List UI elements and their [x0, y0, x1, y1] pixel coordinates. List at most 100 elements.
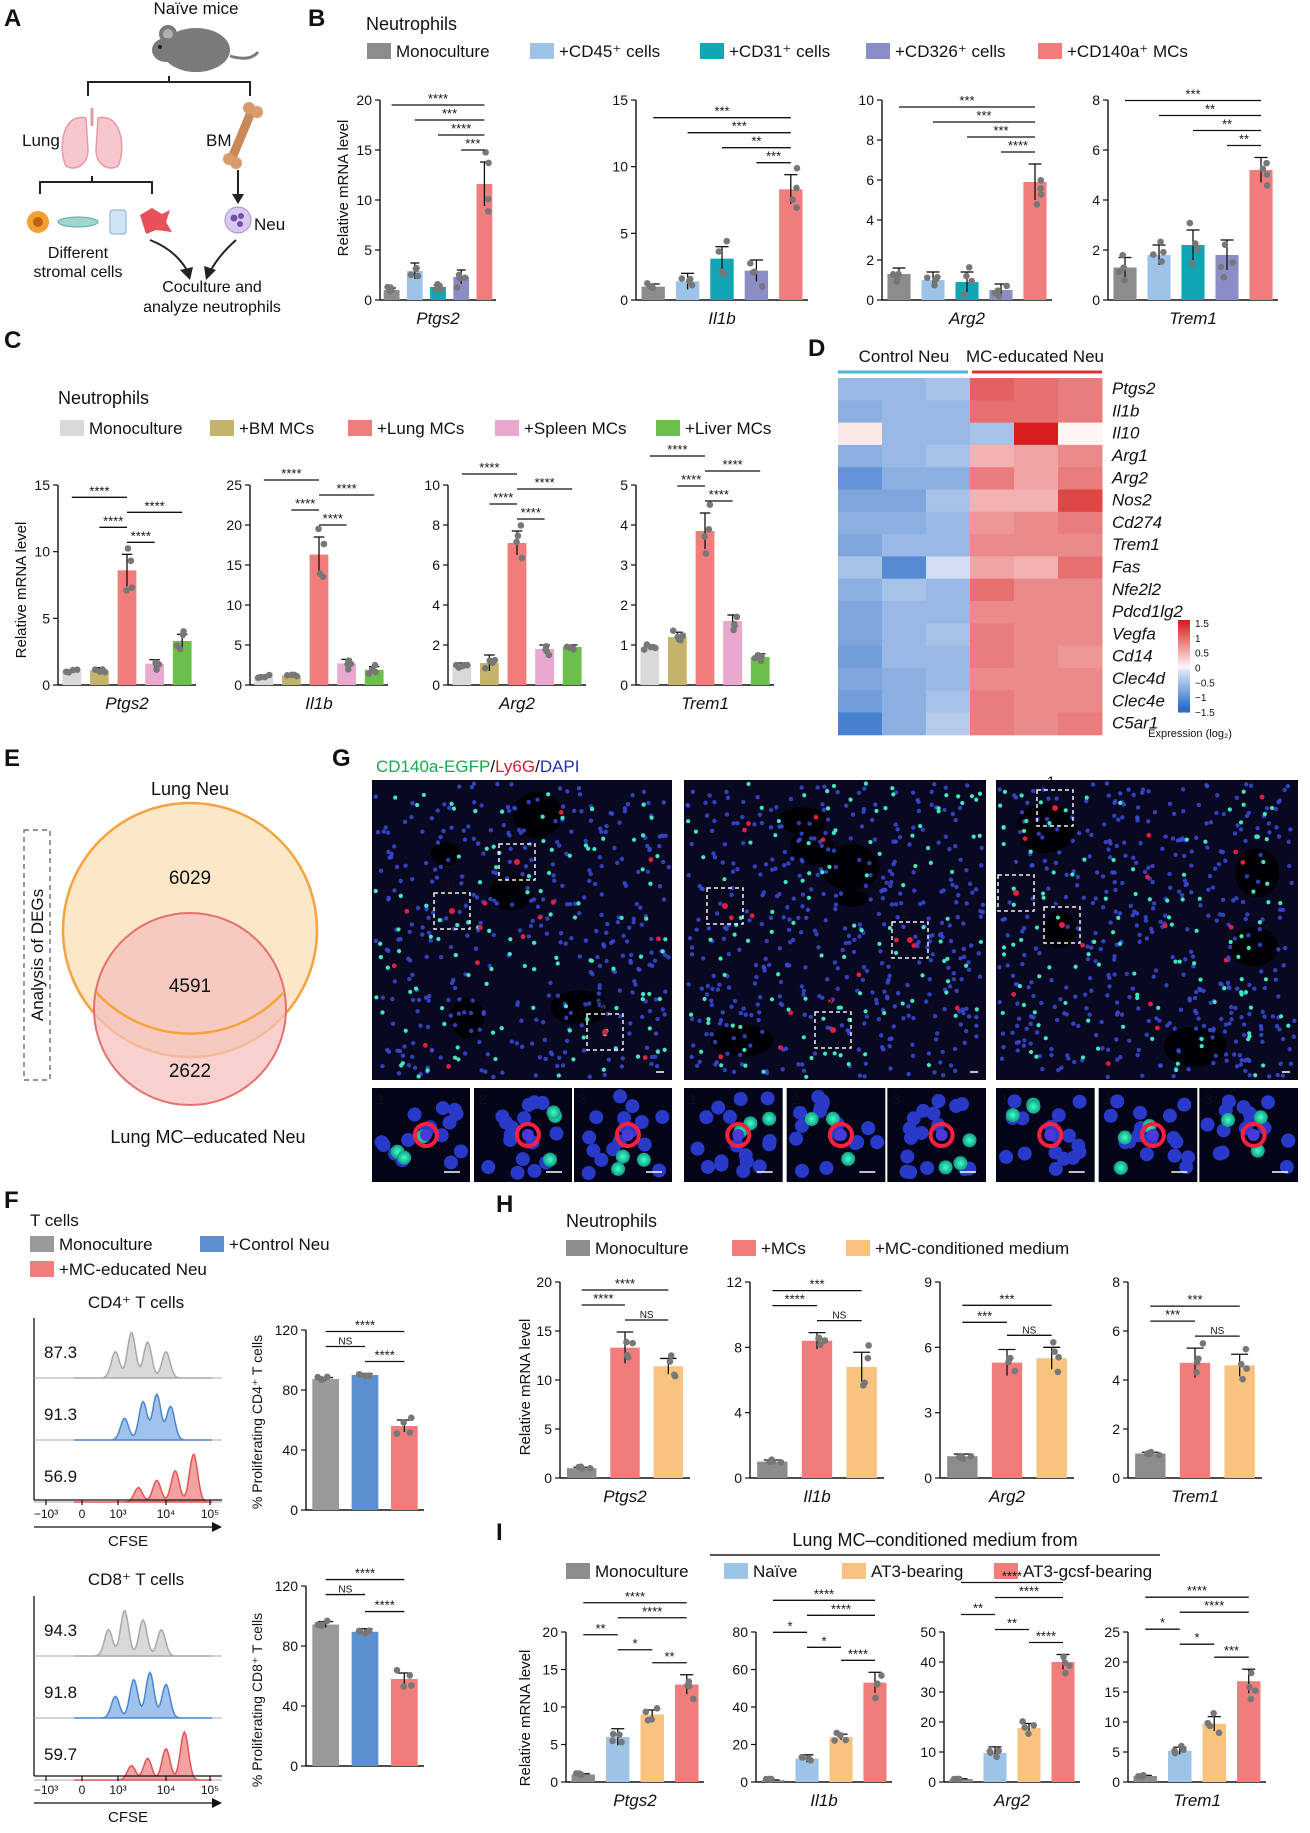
brace-lung	[39, 181, 153, 194]
nucleus	[977, 974, 983, 979]
nucleus	[627, 925, 632, 930]
egfp-cell	[1133, 891, 1138, 897]
nucleus	[409, 922, 415, 927]
nucleus	[951, 949, 957, 954]
egfp-cell	[455, 922, 460, 928]
nucleus	[487, 963, 493, 969]
nucleus	[1280, 1036, 1286, 1042]
heatmap-cell	[1058, 444, 1103, 468]
ly6g-cell	[746, 821, 751, 826]
data-point	[893, 278, 900, 285]
egfp-cell	[708, 937, 713, 942]
sig-label: ****	[281, 466, 301, 481]
nucleus	[1193, 1026, 1199, 1031]
nucleus	[718, 1017, 724, 1023]
ly6g-cell	[558, 809, 564, 815]
nucleus	[952, 1046, 958, 1052]
nucleus	[597, 1002, 602, 1008]
egfp-cell	[640, 996, 645, 1002]
legend-swatch	[846, 1240, 870, 1256]
data-point	[566, 644, 574, 652]
nucleus	[1244, 874, 1250, 879]
data-point	[437, 286, 445, 293]
nucleus	[1090, 782, 1096, 787]
egfp-cell	[1269, 805, 1275, 811]
nucleus	[910, 1042, 915, 1047]
nucleus	[957, 805, 963, 811]
inset-label: 2	[1104, 1091, 1112, 1107]
panel-label-a: A	[4, 5, 21, 32]
nucleus	[880, 896, 886, 901]
nucleus	[445, 857, 451, 863]
nucleus	[808, 1014, 813, 1020]
nucleus	[928, 957, 933, 963]
nucleus	[1181, 972, 1186, 977]
hist-percent: 94.3	[44, 1621, 77, 1640]
egfp-cell	[977, 791, 983, 796]
data-point	[1194, 246, 1202, 253]
vessel	[1228, 927, 1279, 967]
data-point	[1051, 1348, 1058, 1356]
nucleus	[1146, 789, 1151, 794]
egfp-cell	[385, 965, 390, 970]
nucleus	[1277, 915, 1283, 920]
inset-nucleus	[549, 1126, 564, 1141]
nucleus	[1049, 1046, 1054, 1052]
data-point	[833, 1729, 841, 1737]
nucleus	[709, 998, 714, 1003]
hist-tick-label: 0	[79, 1507, 86, 1521]
y-tick-label: 10	[226, 597, 242, 613]
sig-label: **	[595, 1621, 605, 1636]
y-tick-label: 0	[42, 677, 50, 693]
nucleus	[812, 928, 818, 933]
bar	[695, 531, 715, 685]
nucleus	[825, 817, 831, 822]
nucleus	[869, 817, 875, 823]
y-tick-label: 5	[620, 225, 628, 241]
sig-label: **	[1222, 117, 1232, 132]
ly6g-cell	[1155, 1025, 1160, 1031]
nucleus	[628, 1021, 633, 1026]
nucleus	[835, 966, 841, 971]
nucleus	[410, 997, 416, 1003]
nucleus	[630, 792, 635, 798]
heatmap-gene-label: Pdcd1lg2	[1112, 602, 1183, 621]
colorbar-segment	[1178, 643, 1190, 646]
nucleus	[1010, 1030, 1015, 1036]
sig-label: ***	[999, 1291, 1014, 1306]
inset-nucleus	[376, 1137, 391, 1152]
nucleus	[1016, 1016, 1022, 1021]
bar	[1202, 1723, 1226, 1782]
egfp-cell	[415, 802, 420, 808]
ly6g-cell	[1011, 991, 1017, 997]
y-tick-label: 30	[920, 1684, 936, 1700]
nucleus	[544, 931, 550, 936]
nucleus	[814, 931, 819, 937]
egfp-cell	[685, 819, 691, 824]
nucleus	[515, 1002, 520, 1008]
nucleus	[546, 993, 552, 998]
nucleus	[1064, 985, 1069, 990]
heatmap-cell	[882, 578, 927, 602]
panel-b-legend: Monoculture +CD45⁺ cells +CD31⁺ cells +CD32…	[367, 42, 1188, 61]
nucleus	[964, 901, 969, 906]
ly6g-cell	[1162, 923, 1168, 929]
egfp-cell	[1262, 811, 1267, 817]
egfp-cell	[1177, 959, 1182, 964]
nucleus	[770, 857, 775, 862]
y-tick-label: 5	[234, 637, 242, 653]
egfp-cell	[490, 1030, 496, 1035]
nucleus	[768, 915, 774, 921]
egfp-cell	[1222, 986, 1227, 991]
nucleus	[446, 997, 451, 1003]
y-tick-label: 15	[356, 142, 372, 158]
egfp-cell	[722, 972, 727, 978]
egfp-cell	[718, 956, 723, 961]
nucleus	[595, 954, 600, 960]
nucleus	[590, 971, 595, 977]
nucleus	[1246, 933, 1251, 938]
egfp-cell	[619, 915, 624, 920]
nucleus	[435, 840, 441, 845]
